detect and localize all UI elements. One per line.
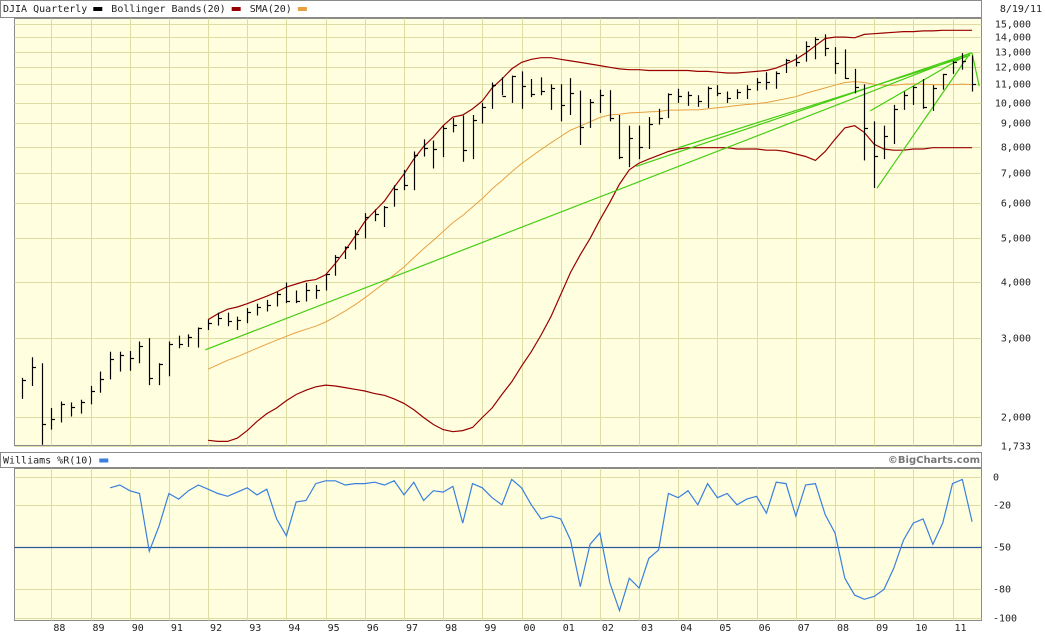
y-tick-label: 14,000 — [995, 33, 1031, 44]
x-tick-label: 93 — [249, 623, 261, 634]
x-tick-label: 99 — [484, 623, 496, 634]
y-tick-label: -80 — [993, 585, 1011, 596]
x-tick-label: 90 — [132, 623, 144, 634]
y-tick-label: -20 — [993, 501, 1011, 512]
legend-swatch — [231, 7, 241, 11]
y-tick-label: 4,000 — [1001, 278, 1031, 289]
x-tick-label: 10 — [915, 623, 927, 634]
x-tick-label: 11 — [955, 623, 967, 634]
x-tick-label: 98 — [445, 623, 457, 634]
x-tick-label: 02 — [602, 623, 614, 634]
y-tick-label: 13,000 — [995, 48, 1031, 59]
x-tick-label: 88 — [53, 623, 65, 634]
legend-label: SMA(20) — [250, 4, 292, 15]
y-tick-label: 7,000 — [1001, 169, 1031, 180]
x-tick-label: 00 — [524, 623, 536, 634]
x-tick-label: 03 — [641, 623, 653, 634]
x-tick-label: 04 — [680, 623, 692, 634]
trend-line — [636, 52, 973, 167]
indicator-panel — [14, 468, 982, 621]
x-tick-label: 08 — [837, 623, 849, 634]
date: 8/19/11 — [1000, 4, 1042, 15]
y-tick-label: 8,000 — [1001, 143, 1031, 154]
y-tick-label: -100 — [993, 614, 1017, 625]
x-tick-label: 96 — [367, 623, 379, 634]
y-tick-label: 0 — [993, 473, 999, 484]
y-tick-label: 6,000 — [1001, 199, 1031, 210]
legend-label: DJIA Quarterly — [3, 4, 87, 15]
header-bar — [0, 0, 982, 18]
indicator-header — [0, 452, 982, 468]
indicator-line — [109, 478, 973, 613]
y-tick-label: 2,000 — [1001, 413, 1031, 424]
legend-swatch — [99, 458, 109, 463]
y-tick-label: 3,000 — [1001, 334, 1031, 345]
legend-swatch — [297, 7, 307, 11]
y-tick-label: 11,000 — [995, 80, 1031, 91]
x-tick-label: 95 — [328, 623, 340, 634]
y-tick-label: 9,000 — [1001, 119, 1031, 130]
y-tick-label: 15,000 — [995, 20, 1031, 31]
x-tick-label: 09 — [876, 623, 888, 634]
x-tick-label: 92 — [210, 623, 222, 634]
y-tick-label: 1,733 — [1001, 442, 1031, 453]
trend-line — [971, 52, 980, 87]
x-tick-label: 05 — [719, 623, 731, 634]
x-tick-label: 94 — [288, 623, 300, 634]
x-tick-label: 97 — [406, 623, 418, 634]
bollinger-lower — [208, 125, 973, 442]
x-tick-label: 07 — [798, 623, 810, 634]
legend-label: Bollinger Bands(20) — [111, 4, 225, 15]
x-tick-label: 89 — [93, 623, 105, 634]
legend-label: Williams %R(10) — [3, 456, 93, 467]
x-tick-label: 91 — [171, 623, 183, 634]
x-tick-label: 06 — [759, 623, 771, 634]
trend-line — [678, 54, 971, 149]
credit: ©BigCharts.com — [888, 455, 980, 466]
legend-swatch — [93, 7, 103, 11]
y-tick-label: 10,000 — [995, 99, 1031, 110]
trend-line — [205, 53, 970, 351]
x-tick-label: 01 — [563, 623, 575, 634]
y-tick-label: 5,000 — [1001, 234, 1031, 245]
trend-line — [876, 52, 971, 189]
y-tick-label: -50 — [993, 543, 1011, 554]
y-tick-label: 12,000 — [995, 63, 1031, 74]
